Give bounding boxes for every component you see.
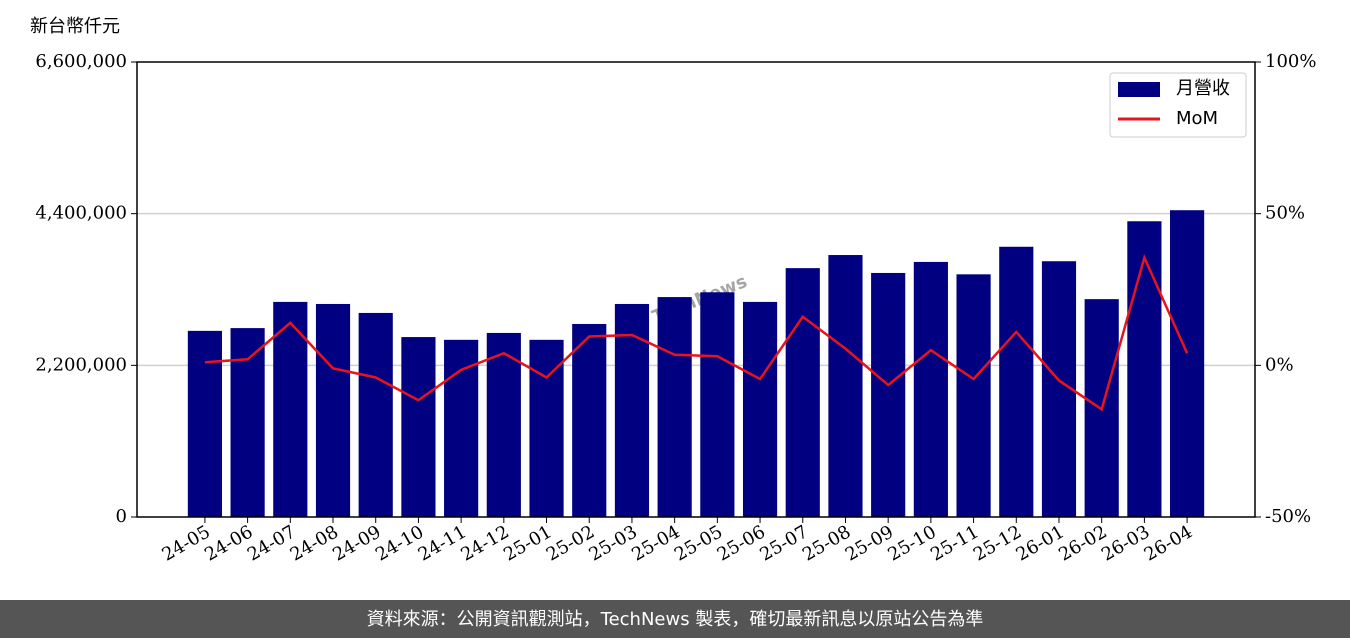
bar <box>999 246 1034 517</box>
x-tick-label: 24-06 <box>201 521 256 565</box>
y2-tick-label: 50% <box>1265 203 1305 224</box>
y-tick-label: 2,200,000 <box>35 354 127 375</box>
x-tick-label: 24-07 <box>244 521 299 565</box>
bar <box>187 330 222 517</box>
bar <box>913 261 948 517</box>
x-tick-label: 24-12 <box>457 521 512 565</box>
legend-label: MoM <box>1176 108 1218 129</box>
bar <box>828 255 863 517</box>
x-tick-label: 24-08 <box>287 521 342 565</box>
y-tick-label: 0 <box>116 506 127 527</box>
x-tick-label: 25-09 <box>842 521 897 565</box>
x-tick-label: 25-02 <box>543 521 598 565</box>
x-tick-label: 25-08 <box>799 521 854 565</box>
bar <box>1170 210 1205 517</box>
x-tick-label: 24-11 <box>415 521 470 565</box>
x-tick-label: 25-07 <box>756 521 811 565</box>
y2-tick-label: -50% <box>1265 506 1311 527</box>
footer: 資料來源：公開資訊觀測站，TechNews 製表，確切最新訊息以原站公告為準 <box>367 609 984 630</box>
y2-tick-label: 100% <box>1265 51 1316 72</box>
x-tick-label: 26-04 <box>1141 521 1196 565</box>
bar <box>956 274 991 517</box>
bar <box>742 301 778 517</box>
bar <box>657 297 692 517</box>
x-tick-label: 25-03 <box>586 521 641 565</box>
line <box>204 253 1189 412</box>
x-tick-label: 25-12 <box>970 521 1025 565</box>
x-tick-label: 25-06 <box>714 521 769 565</box>
x-tick-label: 24-10 <box>372 521 427 565</box>
bar <box>358 312 393 517</box>
x-tick-label: 24-09 <box>329 521 384 565</box>
x-tick-label: 25-04 <box>628 521 683 565</box>
bar <box>871 272 906 517</box>
x-tick-label: 26-03 <box>1098 521 1153 565</box>
bar <box>1127 221 1162 517</box>
y-tick-label: 6,600,000 <box>35 51 127 72</box>
bar <box>315 303 351 517</box>
x-tick-label: 25-11 <box>927 521 982 565</box>
bar <box>572 323 607 517</box>
y-axis-label: 新台幣仟元 <box>30 16 120 37</box>
plot-frame <box>136 61 1256 518</box>
legend-label: 月營收 <box>1176 78 1230 99</box>
bar <box>401 337 436 517</box>
bar <box>785 268 820 517</box>
bar <box>700 292 735 517</box>
x-tick-label: 26-02 <box>1055 521 1110 565</box>
x-tick-label: 25-01 <box>500 521 555 565</box>
bar <box>230 328 265 517</box>
y2-tick-label: 0% <box>1265 354 1294 375</box>
bar <box>273 301 308 517</box>
x-tick-label: 25-05 <box>671 521 726 565</box>
y-tick-label: 4,400,000 <box>35 203 127 224</box>
bar <box>486 332 521 517</box>
bar <box>529 339 564 517</box>
x-tick-label: 26-01 <box>1013 521 1068 565</box>
footer-band <box>0 600 1350 638</box>
legend-swatch <box>1118 82 1160 97</box>
x-tick-label: 25-10 <box>884 521 939 565</box>
x-tick-label: 24-05 <box>158 521 213 565</box>
